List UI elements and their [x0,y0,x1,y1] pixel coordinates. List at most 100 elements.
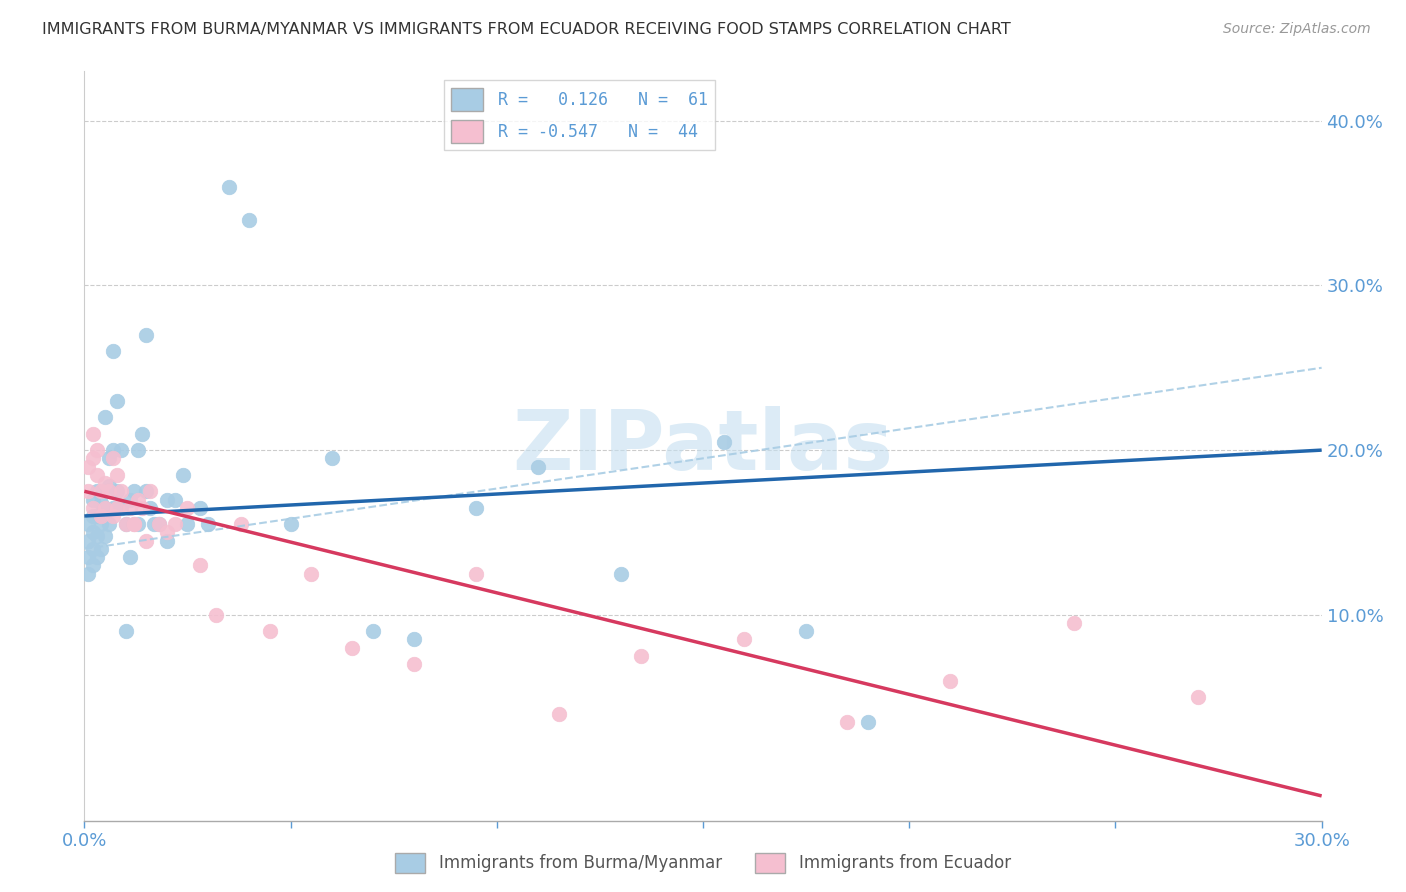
Point [90,496,112,510]
Point [733,632,755,647]
Point [939,673,962,688]
Point [110,484,132,499]
Point [404,632,426,647]
Point [238,212,260,227]
Point [98,517,121,532]
Point [86,467,108,482]
Point [837,714,859,729]
Point [82,492,104,507]
Point [148,517,170,532]
Point [609,566,631,581]
Point [77,517,100,532]
Point [90,508,112,523]
Point [77,533,100,548]
Point [77,459,100,474]
Point [98,484,121,499]
Point [118,492,141,507]
Point [465,500,488,515]
Point [156,533,179,548]
Point [259,624,281,639]
Point [280,517,302,532]
Point [86,484,108,499]
Point [94,529,117,543]
Point [90,541,112,556]
Point [122,484,145,499]
Text: Source: ZipAtlas.com: Source: ZipAtlas.com [1223,22,1371,37]
Point [127,443,149,458]
Point [361,624,384,639]
Point [342,640,364,655]
Point [82,541,104,556]
Point [94,500,117,515]
Point [1063,615,1085,630]
Point [103,500,125,515]
Point [156,525,179,540]
Point [114,624,136,639]
Point [135,327,157,342]
Legend: Immigrants from Burma/Myanmar, Immigrants from Ecuador: Immigrants from Burma/Myanmar, Immigrant… [388,847,1018,880]
Point [176,517,198,532]
Point [321,451,343,466]
Point [139,500,162,515]
Point [90,484,112,499]
Point [86,508,108,523]
Point [127,517,149,532]
Point [299,566,322,581]
Point [105,467,128,482]
Point [105,500,128,515]
Point [135,484,157,499]
Point [856,714,879,729]
Point [205,607,228,622]
Point [94,410,117,425]
Point [465,566,488,581]
Text: IMMIGRANTS FROM BURMA/MYANMAR VS IMMIGRANTS FROM ECUADOR RECEIVING FOOD STAMPS C: IMMIGRANTS FROM BURMA/MYANMAR VS IMMIGRA… [42,22,1011,37]
Point [218,179,240,194]
Point [103,344,125,359]
Point [105,393,128,408]
Point [98,479,121,493]
Point [77,550,100,565]
Point [131,500,153,515]
Point [110,443,132,458]
Point [122,517,145,532]
Point [103,451,125,466]
Point [94,500,117,515]
Point [86,443,108,458]
Point [118,500,141,515]
Point [122,517,145,532]
Point [77,484,100,499]
Point [188,558,211,573]
Point [82,426,104,441]
Point [105,484,128,499]
Point [94,476,117,491]
Point [527,459,550,474]
Point [197,517,219,532]
Point [404,657,426,672]
Point [103,443,125,458]
Point [86,529,108,543]
Point [794,624,817,639]
Point [143,517,166,532]
Point [547,706,569,721]
Point [165,517,187,532]
Point [82,508,104,523]
Text: ZIPatlas: ZIPatlas [513,406,893,486]
Point [1187,690,1209,705]
Point [127,492,149,507]
Point [135,533,157,548]
Point [82,500,104,515]
Point [90,517,112,532]
Point [188,500,211,515]
Point [630,648,652,663]
Point [114,517,136,532]
Point [82,451,104,466]
Point [176,500,198,515]
Point [713,434,735,449]
Point [156,492,179,507]
Point [172,467,194,482]
Point [110,500,132,515]
Point [82,525,104,540]
Point [165,492,187,507]
Point [229,517,252,532]
Point [86,550,108,565]
